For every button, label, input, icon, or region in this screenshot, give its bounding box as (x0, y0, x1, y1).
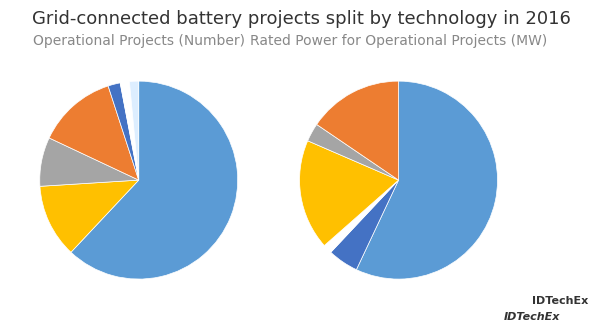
Wedge shape (300, 141, 399, 246)
Text: IDTechEx: IDTechEx (503, 312, 560, 322)
Text: IDTechEx: IDTechEx (532, 296, 588, 306)
Wedge shape (40, 138, 138, 186)
Wedge shape (120, 81, 138, 180)
Text: Grid-connected battery projects split by technology in 2016: Grid-connected battery projects split by… (31, 10, 571, 28)
Title: Rated Power for Operational Projects (MW): Rated Power for Operational Projects (MW… (250, 34, 547, 48)
Title: Operational Projects (Number): Operational Projects (Number) (33, 34, 245, 48)
Wedge shape (317, 81, 399, 180)
Wedge shape (330, 180, 399, 270)
Wedge shape (129, 81, 138, 180)
Wedge shape (71, 81, 238, 279)
Wedge shape (324, 180, 399, 252)
Wedge shape (308, 125, 399, 180)
Wedge shape (356, 81, 497, 279)
Wedge shape (49, 86, 138, 180)
Wedge shape (108, 83, 138, 180)
Wedge shape (40, 180, 138, 252)
